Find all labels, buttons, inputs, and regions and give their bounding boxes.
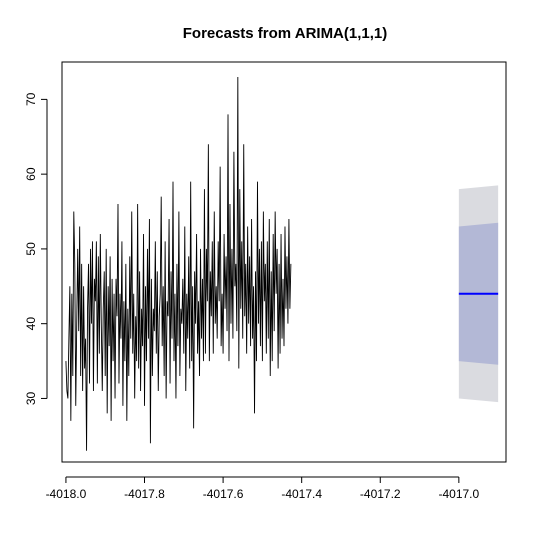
x-tick-label: -4017.8 [124,487,165,501]
observed-series-line [65,76,292,451]
y-tick-label: 40 [24,317,38,331]
x-tick-label: -4017.4 [281,487,322,501]
y-tick-label: 50 [24,242,38,256]
y-axis: 30 40 50 60 70 [24,92,48,405]
x-tick-label: -4017.0 [438,487,479,501]
plot-frame [61,61,507,463]
plot-area [65,76,499,451]
x-tick-label: -4017.2 [360,487,401,501]
y-tick-label: 30 [24,391,38,405]
y-tick-label: 60 [24,167,38,181]
chart-title: Forecasts from ARIMA(1,1,1) [183,25,388,42]
y-tick-label: 70 [24,92,38,106]
x-tick-label: -4018.0 [46,487,87,501]
x-tick-label: -4017.6 [203,487,244,501]
x-axis: -4018.0 -4017.8 -4017.6 -4017.4 -4017.2 -4017… [46,476,480,501]
